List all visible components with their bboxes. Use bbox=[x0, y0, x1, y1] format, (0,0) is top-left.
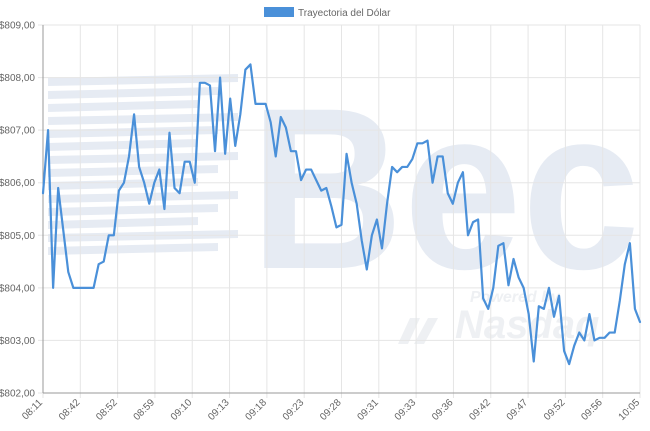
watermark-stripe bbox=[48, 100, 198, 112]
series-layer bbox=[41, 63, 642, 366]
y-tick-label: $806,00 bbox=[0, 178, 35, 189]
legend: Trayectoria del Dólar bbox=[264, 7, 391, 19]
x-tick-label: 09:56 bbox=[579, 397, 605, 423]
x-tick-label: 09:36 bbox=[430, 397, 456, 423]
x-axis-labels: 08:11 08:42 08:52 08:59 09:10 09:13 09:18 09:23… bbox=[20, 397, 642, 423]
watermark-stripe bbox=[48, 74, 238, 86]
y-tick-label: $808,00 bbox=[0, 73, 35, 84]
x-tick-label: 09:47 bbox=[505, 397, 531, 423]
watermark-stripe bbox=[48, 165, 218, 177]
watermark-stripe bbox=[48, 243, 218, 255]
y-tick-label: $803,00 bbox=[0, 336, 35, 347]
legend-swatch bbox=[264, 7, 294, 17]
series-line bbox=[41, 63, 642, 366]
watermark-stripe bbox=[48, 139, 198, 151]
watermark-stripe bbox=[48, 87, 218, 99]
x-tick-label: 08:59 bbox=[132, 397, 158, 423]
watermark-stripes-logo bbox=[48, 74, 238, 255]
x-tick-label: 09:52 bbox=[542, 397, 568, 423]
x-tick-label: 09:42 bbox=[467, 397, 493, 423]
x-tick-label: 08:11 bbox=[20, 397, 45, 422]
x-tick-label: 10:05 bbox=[617, 397, 643, 423]
y-tick-label: $807,00 bbox=[0, 126, 35, 137]
watermark-stripe bbox=[48, 217, 198, 229]
x-tick-label: 09:18 bbox=[244, 397, 270, 423]
watermark-partner-logo bbox=[398, 318, 438, 344]
x-tick-label: 09:31 bbox=[355, 397, 381, 423]
watermark-stripe bbox=[48, 230, 238, 242]
y-tick-label: $802,00 bbox=[0, 389, 35, 400]
x-tick-label: 09:33 bbox=[393, 397, 419, 423]
watermark-stripe bbox=[48, 191, 238, 203]
y-tick-label: $804,00 bbox=[0, 283, 35, 294]
x-tick-label: 09:28 bbox=[318, 397, 344, 423]
x-tick-label: 09:23 bbox=[281, 397, 307, 423]
watermark: Bec Powered by Nasdaq bbox=[48, 60, 640, 347]
y-tick-label: $805,00 bbox=[0, 231, 35, 242]
y-tick-label: $809,00 bbox=[0, 21, 35, 32]
x-tick-label: 09:10 bbox=[169, 397, 195, 423]
watermark-stripe bbox=[48, 152, 238, 164]
x-tick-label: 09:13 bbox=[206, 397, 232, 423]
watermark-stripe bbox=[48, 204, 218, 216]
watermark-brand: Bec bbox=[250, 60, 640, 317]
watermark-stripe bbox=[48, 113, 238, 125]
legend-label: Trayectoria del Dólar bbox=[298, 8, 391, 19]
axes bbox=[42, 25, 640, 394]
x-tick-label: 08:52 bbox=[94, 397, 120, 423]
x-tick-label: 08:42 bbox=[57, 397, 83, 423]
y-axis-labels: $802,00 $803,00 $804,00 $805,00 $806,00 $807,… bbox=[0, 21, 35, 400]
